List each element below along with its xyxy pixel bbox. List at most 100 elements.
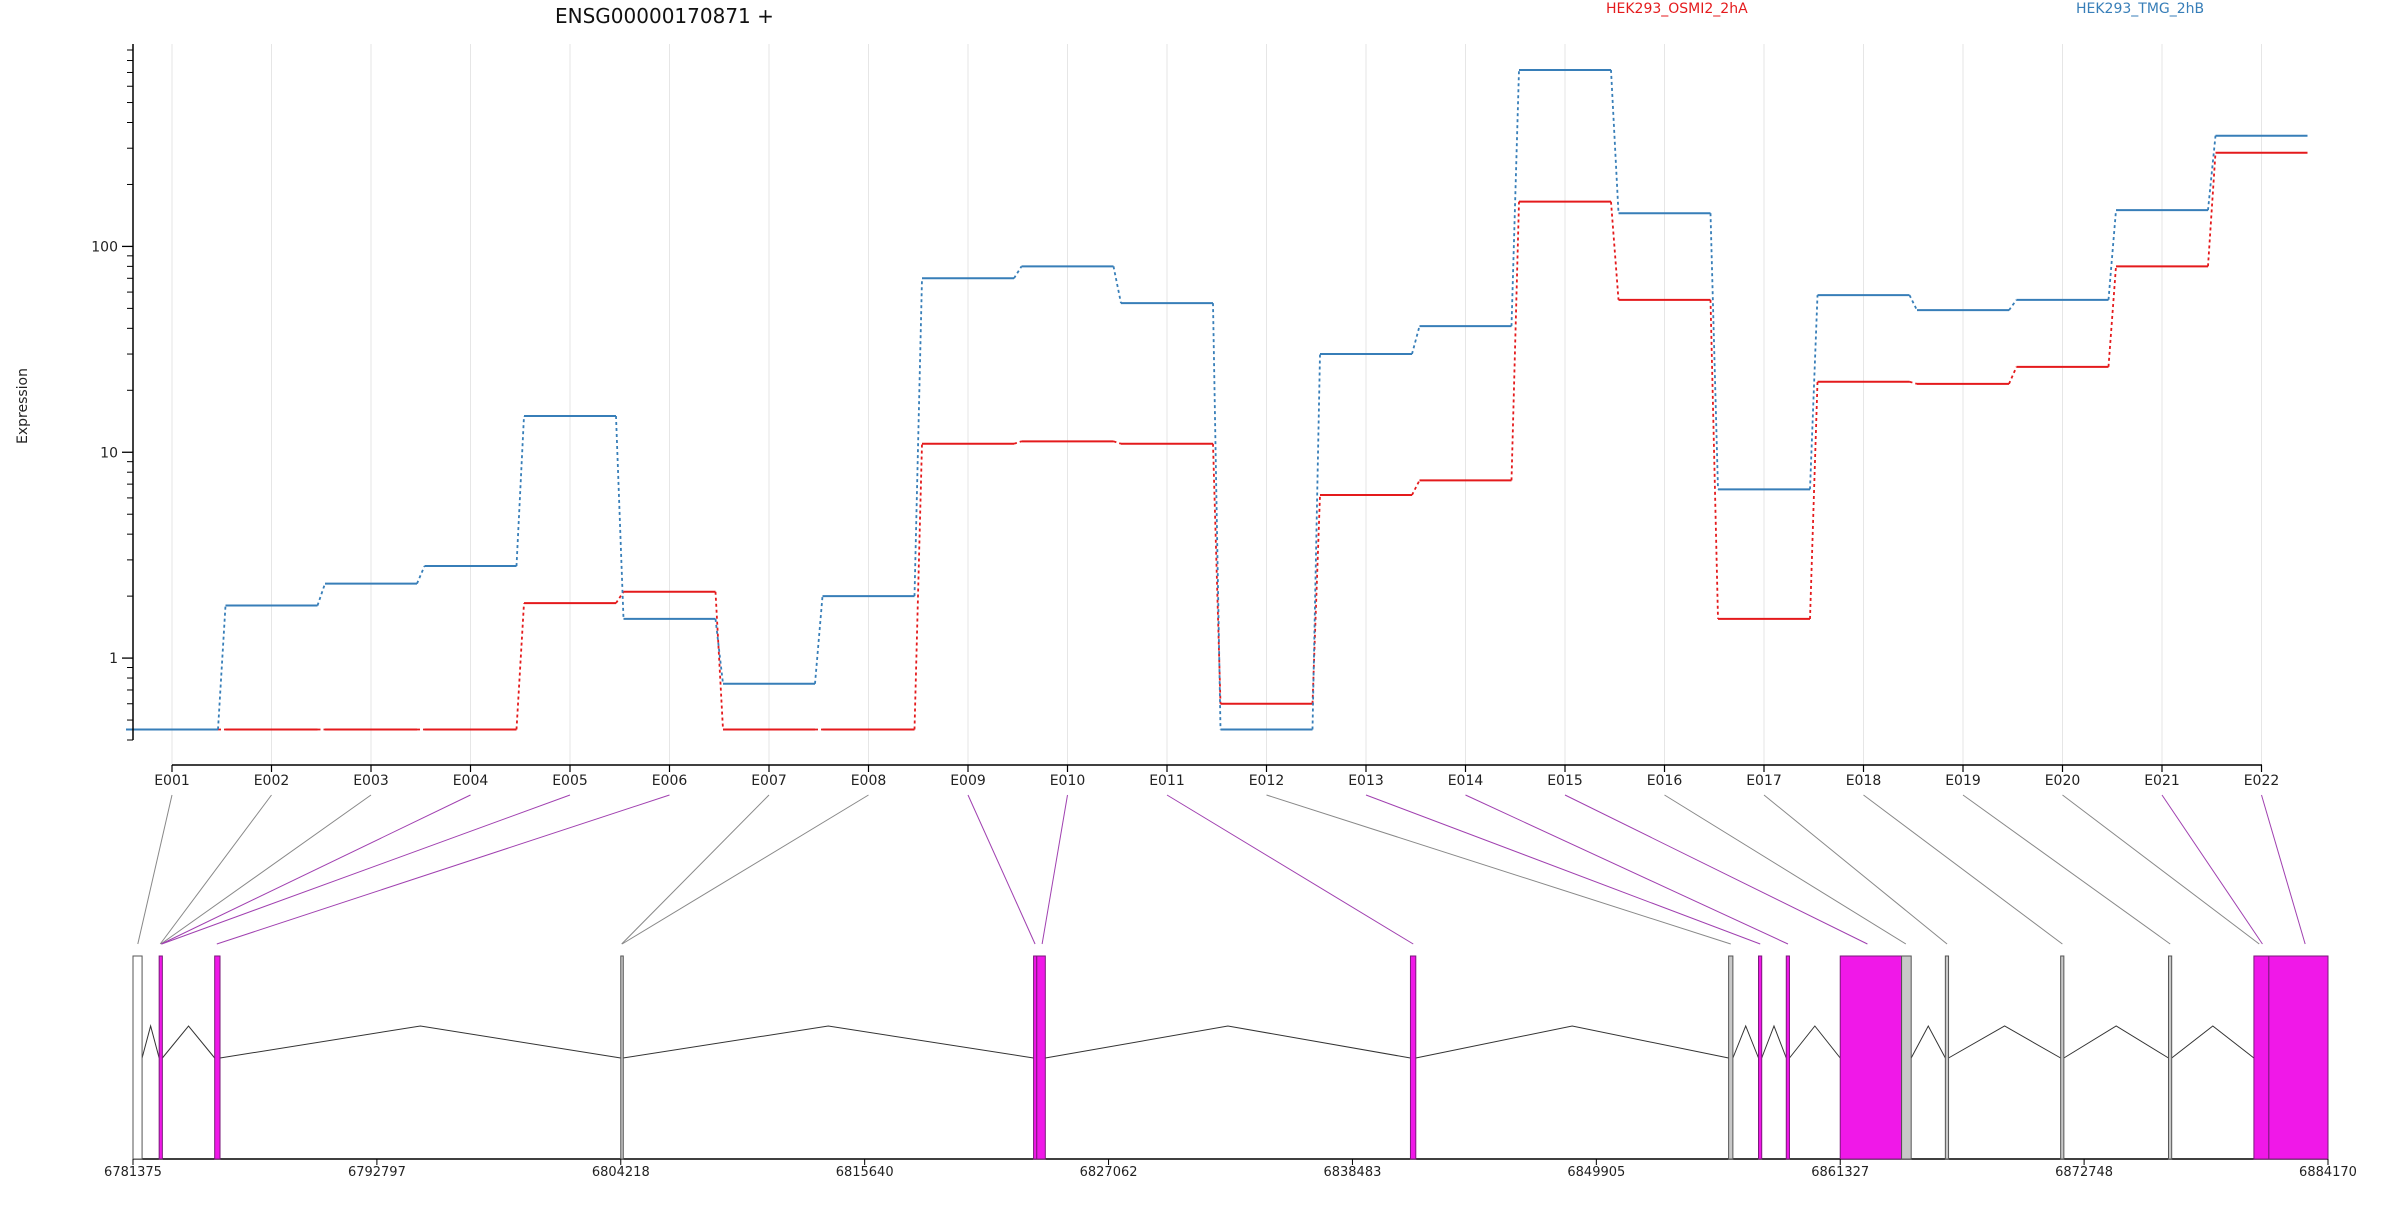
x-tick-label-e022: E022: [2244, 773, 2280, 789]
series-tmg-connector: [515, 415, 525, 567]
intron-line: [1789, 1025, 1841, 1059]
gene-exon-9: [1758, 955, 1763, 1160]
x-tick-label-e004: E004: [453, 773, 489, 789]
exon-link-e015: [1564, 794, 1868, 945]
x-tick-label-e010: E010: [1050, 773, 1086, 789]
x-tick-label-e019: E019: [1945, 773, 1981, 789]
intron-line: [2063, 1025, 2169, 1059]
genomic-position-label-6838483: 6838483: [1323, 1165, 1381, 1180]
series-osmi2-connector: [714, 591, 724, 730]
genomic-position-label-6804218: 6804218: [592, 1165, 650, 1180]
chart-title: ENSG00000170871 +: [555, 4, 774, 28]
exon-link-e022: [2261, 794, 2306, 945]
exon-link-e019: [1962, 794, 2171, 945]
intron-line: [1948, 1025, 2061, 1059]
gene-exon-10: [1785, 955, 1790, 1160]
series-tmg-connector: [615, 415, 625, 619]
series-tmg-connector: [814, 596, 824, 684]
series-osmi2-connector: [2107, 266, 2117, 367]
series-osmi2-connector: [1809, 381, 1819, 619]
y-axis-label: Expression: [15, 368, 31, 444]
legend-entry-tmg: HEK293_TMG_2hB: [2076, 1, 2204, 17]
genomic-position-label-6781375: 6781375: [104, 1165, 162, 1180]
exon-link-e005: [161, 794, 571, 945]
x-tick-label-e015: E015: [1547, 773, 1583, 789]
intron-line: [1761, 1024, 1787, 1059]
genomic-position-label-6827062: 6827062: [1080, 1165, 1138, 1180]
gene-exon-16: [2253, 955, 2270, 1160]
series-tmg-connector: [1610, 69, 1620, 214]
gene-exon-2: [158, 955, 163, 1160]
series-osmi2-connector: [913, 443, 923, 730]
series-osmi2-connector: [2207, 152, 2217, 267]
series-tmg-connector: [1411, 325, 1421, 355]
gene-exon-15: [2167, 955, 2173, 1160]
x-tick-label-e011: E011: [1149, 773, 1185, 789]
x-tick-label-e016: E016: [1647, 773, 1683, 789]
genomic-position-layer: 6781375 6792797 6804218 6815640 6827062 68384…: [104, 1159, 2357, 1180]
series-osmi2-connector: [1311, 494, 1321, 704]
intron-line: [2171, 1025, 2255, 1059]
series-tmg-connector: [316, 583, 326, 606]
series-osmi2-connector: [615, 591, 625, 604]
gene-exon-8: [1728, 955, 1734, 1160]
x-tick-label-e021: E021: [2144, 773, 2180, 789]
y-tick-layer: 1 10 100: [91, 49, 133, 741]
series-tmg-connector: [217, 605, 227, 730]
gene-exon-4: [620, 955, 624, 1160]
exon-link-e021: [2161, 794, 2263, 945]
gene-exon-6: [1036, 955, 1046, 1160]
exon-link-e008: [621, 794, 869, 945]
gene-exon-3: [214, 955, 221, 1160]
series-osmi2-connector: [1909, 380, 1918, 385]
series-osmi2-connector: [1113, 440, 1122, 445]
gene-model-layer: [132, 955, 2329, 1160]
gene-exon-14: [2060, 955, 2065, 1160]
x-tick-layer: E001 E002 E003 E004 E005 E006 E007 E008 E009 E010…: [154, 765, 2279, 789]
gene-exon-12: [1901, 955, 1912, 1160]
series-osmi2-connector: [515, 603, 525, 730]
series-osmi2-connector: [1013, 440, 1022, 445]
gene-exon-13: [1944, 955, 1950, 1160]
exon-link-e007: [621, 794, 770, 945]
gene-exon-1: [132, 955, 143, 1160]
grid-layer: [171, 44, 2262, 765]
x-tick-label-e003: E003: [353, 773, 389, 789]
series-osmi2-connector: [1610, 201, 1620, 300]
exon-link-layer: [137, 794, 2306, 945]
exon-link-e014: [1465, 794, 1789, 945]
x-tick-label-e002: E002: [254, 773, 290, 789]
y-tick-label-1: 1: [109, 651, 118, 667]
x-tick-label-e006: E006: [652, 773, 688, 789]
gene-exon-17: [2268, 955, 2329, 1160]
legend-entry-osmi2: HEK293_OSMI2_2hA: [1606, 1, 1748, 17]
exon-link-e002: [159, 794, 272, 945]
series-tmg-connector: [913, 278, 923, 597]
exon-link-e003: [160, 794, 372, 945]
exon-link-e004: [161, 794, 471, 945]
genomic-position-label-6815640: 6815640: [836, 1165, 894, 1180]
x-tick-label-e017: E017: [1746, 773, 1782, 789]
exon-link-e020: [2062, 794, 2260, 945]
series-osmi2-connector: [1411, 479, 1421, 496]
series-tmg-connector: [1311, 354, 1321, 730]
gene-exon-11: [1839, 955, 1903, 1160]
intron-line: [1910, 1024, 1946, 1059]
intron-line: [1415, 1025, 1729, 1059]
genomic-position-label-6849905: 6849905: [1567, 1165, 1625, 1180]
x-tick-label-e020: E020: [2045, 773, 2081, 789]
series-tmg-connector: [1809, 295, 1819, 490]
x-tick-label-e001: E001: [154, 773, 190, 789]
intron-line: [1732, 1024, 1759, 1059]
exon-link-e013: [1365, 794, 1761, 945]
y-tick-label-10: 10: [100, 445, 118, 461]
series-tmg-connector: [2008, 299, 2018, 311]
x-tick-label-e009: E009: [950, 773, 986, 789]
x-tick-label-e005: E005: [552, 773, 588, 789]
series-layer: [126, 68, 2308, 731]
exon-link-e006: [216, 794, 670, 945]
genomic-position-label-6884170: 6884170: [2299, 1165, 2357, 1180]
genomic-position-label-6861327: 6861327: [1811, 1165, 1869, 1180]
